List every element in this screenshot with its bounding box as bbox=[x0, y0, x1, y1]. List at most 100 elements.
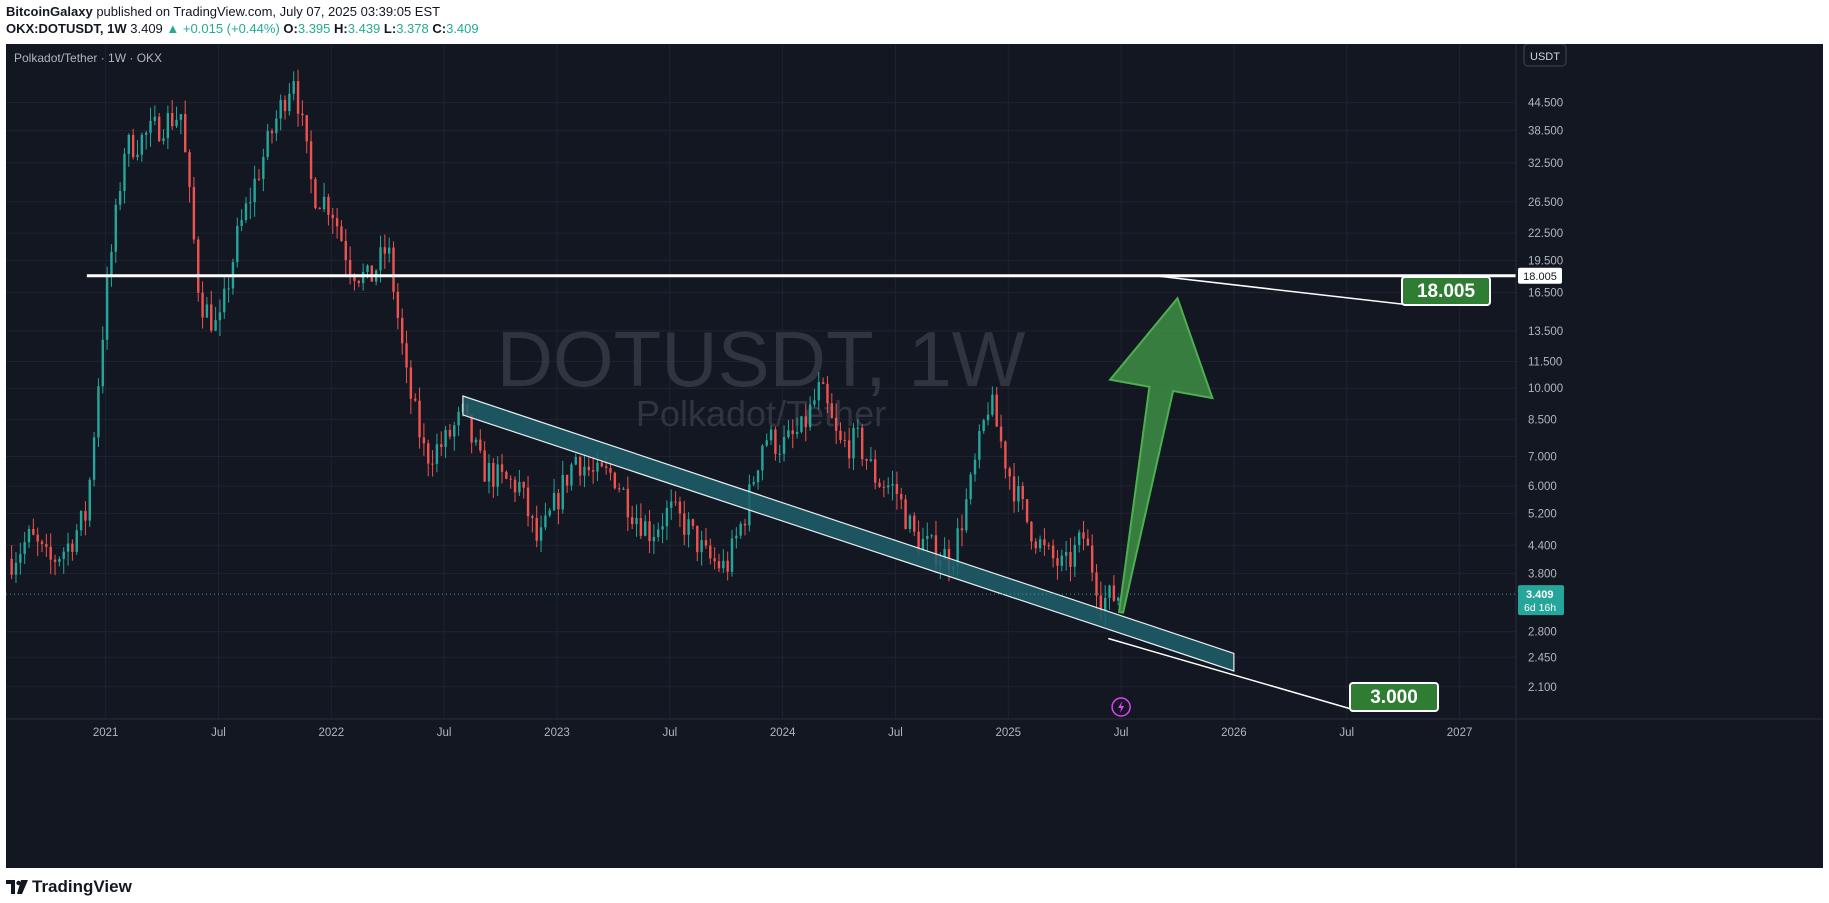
x-tick-label: Jul bbox=[437, 727, 452, 739]
publisher-name[interactable]: BitcoinGalaxy bbox=[6, 4, 93, 19]
description-watermark: Polkadot/Tether bbox=[636, 393, 886, 434]
candle-body bbox=[383, 247, 387, 254]
y-tick-label: 2.450 bbox=[1528, 652, 1557, 664]
time-axis[interactable]: 2021 Jul 2022 Jul 2023 Jul 2024 Jul 2025 Jul 2026 J… bbox=[6, 697, 1823, 739]
candle-body bbox=[856, 427, 860, 429]
candle-body bbox=[765, 440, 768, 446]
y-tick-label: 4.400 bbox=[1528, 540, 1557, 552]
candle-body bbox=[591, 470, 595, 472]
last-price-header: 3.409 bbox=[130, 21, 163, 36]
candle-body bbox=[448, 429, 452, 437]
candle-body bbox=[266, 131, 269, 158]
candle-body bbox=[1117, 597, 1120, 601]
footer: TradingView bbox=[0, 868, 1829, 903]
symbol-interval: OKX:DOTUSDT, 1W bbox=[6, 21, 127, 36]
candle-body bbox=[904, 499, 907, 530]
chart-symbol-title: Polkadot/Tether · 1W · OKX bbox=[14, 51, 162, 65]
y-tick-label: 11.500 bbox=[1528, 357, 1562, 369]
candle-body bbox=[561, 475, 564, 510]
candle-body bbox=[999, 426, 1003, 442]
candle-body bbox=[995, 394, 998, 427]
candle-body bbox=[570, 464, 573, 486]
candle-body bbox=[1103, 597, 1107, 611]
last-price-label: 3.409 bbox=[1526, 589, 1554, 601]
candle-body bbox=[782, 437, 786, 454]
close-value: 3.409 bbox=[446, 21, 479, 36]
y-tick-label: 44.500 bbox=[1528, 98, 1563, 110]
candle-body bbox=[110, 251, 113, 277]
candle-body bbox=[960, 528, 964, 531]
candle-body bbox=[869, 459, 873, 461]
candle-body bbox=[348, 260, 352, 277]
y-tick-label: 13.500 bbox=[1528, 326, 1563, 338]
candle-body bbox=[735, 535, 738, 539]
candle-body bbox=[978, 431, 981, 460]
candle-body bbox=[704, 540, 708, 546]
price-chart[interactable]: DOTUSDT, 1W Polkadot/Tether 18.0053.000 … bbox=[6, 44, 1823, 868]
x-tick-label: Jul bbox=[1114, 727, 1129, 739]
projection-arrow-layer[interactable] bbox=[1108, 296, 1214, 614]
candle-body bbox=[279, 99, 282, 119]
candle-body bbox=[457, 411, 460, 426]
y-tick-label: 3.800 bbox=[1528, 568, 1557, 580]
descending-channel[interactable] bbox=[462, 395, 1235, 672]
support-callout-pointer bbox=[1108, 637, 1359, 712]
candle-body bbox=[752, 482, 755, 485]
candle-body bbox=[583, 466, 586, 476]
candle-body bbox=[244, 203, 248, 221]
high-value: 3.439 bbox=[347, 21, 381, 36]
high-label: H: bbox=[334, 21, 348, 36]
candle-body bbox=[270, 131, 274, 134]
candle-body bbox=[79, 511, 83, 531]
currency-badge bbox=[1523, 44, 1567, 67]
y-tick-label: 2.100 bbox=[1528, 682, 1557, 694]
candle-body bbox=[982, 420, 985, 432]
candle-body bbox=[53, 559, 57, 562]
lightning-glyph bbox=[1118, 701, 1125, 713]
candle-body bbox=[1047, 545, 1050, 547]
candle-body bbox=[743, 523, 747, 526]
candle-body bbox=[687, 519, 690, 535]
candle-body bbox=[1051, 545, 1055, 559]
x-tick-label: 2026 bbox=[1221, 727, 1247, 739]
candle-body bbox=[162, 138, 165, 141]
candle-body bbox=[387, 247, 391, 254]
x-tick-label: Jul bbox=[888, 727, 903, 739]
candle-body bbox=[774, 429, 777, 454]
candle-body bbox=[574, 457, 577, 465]
low-value: 3.378 bbox=[396, 21, 429, 36]
candle-body bbox=[166, 112, 170, 139]
candle-body bbox=[661, 526, 664, 530]
candle-body bbox=[756, 470, 760, 483]
chart-pane[interactable]: DOTUSDT, 1W Polkadot/Tether 18.005 3.000 … bbox=[6, 44, 1823, 868]
publish-info: BitcoinGalaxy published on TradingView.c… bbox=[6, 4, 440, 19]
candle-body bbox=[218, 312, 222, 321]
resistance-line-layer[interactable]: 18.005 3.000 bbox=[6, 274, 1516, 712]
candle-body bbox=[136, 154, 139, 158]
x-tick-label: 2024 bbox=[770, 727, 796, 739]
candle-body bbox=[1086, 538, 1090, 546]
candle-body bbox=[769, 429, 773, 441]
candle-body bbox=[1030, 521, 1033, 542]
x-tick-label: 2022 bbox=[319, 727, 345, 739]
tradingview-logo-icon bbox=[6, 880, 28, 894]
candle-body bbox=[470, 414, 473, 443]
candles bbox=[10, 69, 1120, 626]
candle-body bbox=[505, 471, 508, 479]
candle-body bbox=[205, 304, 209, 318]
candle-body bbox=[843, 440, 847, 442]
candle-body bbox=[101, 339, 104, 387]
candle-body bbox=[118, 190, 122, 205]
tradingview-brand[interactable]: TradingView bbox=[6, 877, 132, 897]
candle-body bbox=[670, 501, 673, 508]
candle-body bbox=[88, 479, 91, 521]
y-tick-label: 7.000 bbox=[1528, 451, 1557, 463]
candle-body bbox=[444, 429, 447, 448]
candle-body bbox=[361, 271, 365, 284]
candle-body bbox=[986, 414, 990, 421]
candle-body bbox=[396, 291, 400, 318]
projection-arrow bbox=[1108, 296, 1214, 614]
candle-body bbox=[1095, 572, 1098, 596]
candle-body bbox=[192, 187, 196, 240]
price-axis[interactable]: 44.500 38.500 32.500 26.500 22.500 19.500 16.5… bbox=[1515, 44, 1567, 868]
